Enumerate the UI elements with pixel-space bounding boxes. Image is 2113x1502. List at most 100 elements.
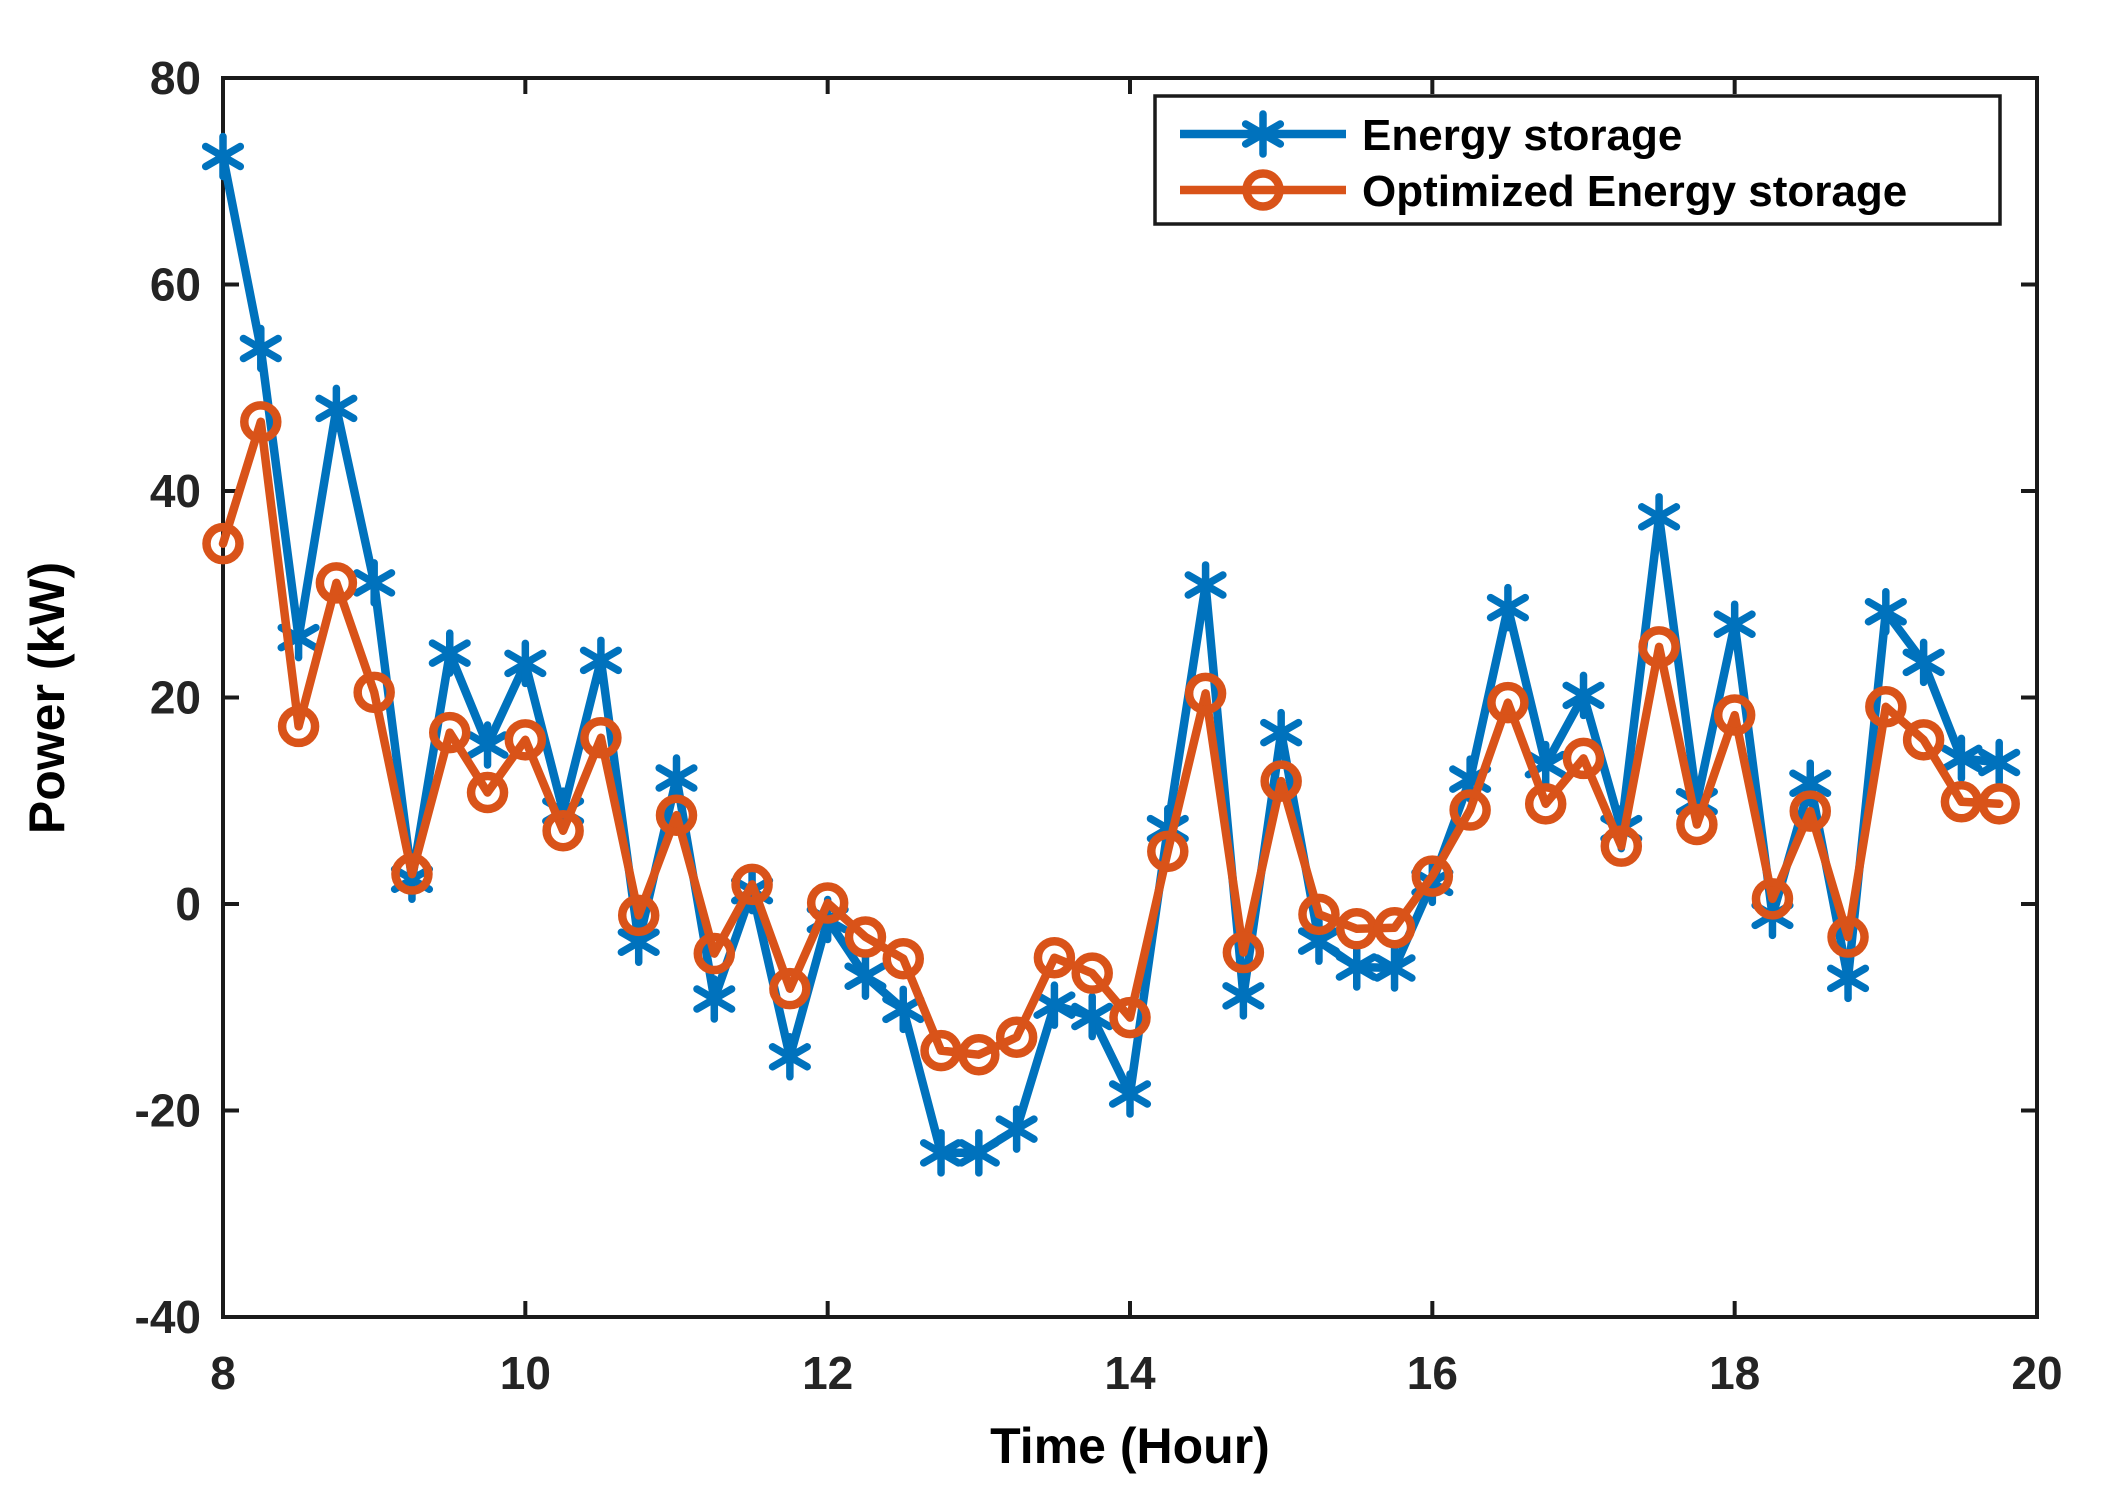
data-point-marker-circle (1109, 996, 1151, 1039)
y-tick-label: 60 (150, 259, 201, 311)
data-point-marker-circle (920, 1029, 962, 1072)
data-point-marker-asterisk (466, 721, 509, 769)
data-point-marker-asterisk (1222, 972, 1265, 1020)
data-point-marker-asterisk (353, 559, 396, 607)
y-tick-label: -20 (135, 1085, 201, 1137)
legend-label: Optimized Energy storage (1362, 167, 1907, 216)
series-layer (201, 132, 2021, 1177)
data-point-marker-asterisk (201, 132, 245, 181)
data-point-marker-circle (1865, 686, 1907, 728)
axes-layer: 8 10 12 14 16 18 20 -40 -20 0 20 40 60 80 (135, 52, 2063, 1399)
y-tick-label: 40 (150, 465, 201, 517)
legend-item-optimized-energy-storage: Optimized Energy storage (1180, 167, 1907, 216)
data-point-marker-circle (995, 1016, 1038, 1058)
data-point-marker-asterisk (1826, 954, 1870, 1003)
data-point-marker-asterisk (1071, 992, 1114, 1041)
asterisk-marker-icon (1180, 110, 1346, 158)
data-point-marker-circle (1298, 893, 1340, 936)
legend: Energy storage Optimized Energy storage (1153, 94, 2002, 226)
data-point-marker-circle (769, 967, 811, 1010)
data-point-marker-asterisk (919, 1129, 963, 1177)
data-point-marker-circle (504, 719, 547, 761)
data-point-marker-asterisk (239, 324, 282, 373)
data-point-marker-circle (1242, 169, 1284, 211)
x-tick-label: 10 (500, 1347, 551, 1399)
y-tick-label: 20 (150, 672, 201, 724)
data-point-marker-asterisk (882, 985, 925, 1034)
data-point-marker-circle (958, 1033, 1000, 1076)
data-point-marker-asterisk (1902, 638, 1945, 687)
data-point-marker-circle (429, 711, 471, 754)
data-point-marker-circle (240, 401, 282, 443)
x-tick-label: 16 (1407, 1347, 1458, 1399)
data-point-marker-asterisk (957, 1129, 1000, 1177)
circle-marker-icon (1180, 169, 1346, 211)
data-point-marker-circle (1638, 626, 1680, 668)
data-point-marker-asterisk (1864, 588, 1907, 636)
data-point-marker-circle (466, 771, 509, 814)
data-point-marker-circle (693, 932, 736, 975)
data-point-marker-circle (1713, 694, 1756, 736)
data-point-marker-asterisk (504, 639, 547, 688)
data-point-marker-circle (1184, 672, 1227, 715)
plot-area-border (221, 76, 2039, 1319)
data-point-marker-asterisk (1638, 493, 1681, 541)
data-point-marker-asterisk (1335, 943, 1378, 991)
data-point-marker-circle (1222, 931, 1265, 974)
data-point-marker-asterisk (995, 1105, 1038, 1153)
data-point-marker-asterisk (693, 975, 736, 1023)
data-point-marker-circle (1789, 790, 1831, 832)
data-point-marker-circle (1751, 878, 1794, 920)
y-axis-title: Power (kW) (19, 562, 75, 834)
data-point-marker-asterisk (1241, 110, 1285, 158)
y-tick-label: -40 (135, 1291, 201, 1343)
data-point-marker-circle (202, 522, 244, 565)
data-point-marker-circle (1033, 936, 1076, 979)
y-tick-label: 0 (175, 878, 201, 930)
data-point-marker-circle (1562, 737, 1605, 780)
data-point-marker-asterisk (1486, 583, 1529, 632)
series-optimized-energy-storage (202, 401, 2020, 1076)
data-point-marker-circle (580, 717, 622, 759)
data-point-marker-circle (1940, 781, 1983, 823)
data-point-marker-circle (315, 562, 358, 604)
x-tick-label: 18 (1709, 1347, 1760, 1399)
data-point-marker-asterisk (428, 629, 471, 677)
data-point-marker-circle (1978, 783, 2020, 825)
data-point-marker-circle (1600, 825, 1643, 867)
data-point-marker-circle (1449, 789, 1491, 831)
data-point-marker-circle (882, 937, 924, 980)
data-point-marker-circle (1411, 855, 1454, 897)
data-point-marker-circle (1071, 952, 1113, 994)
legend-box (1153, 94, 2002, 226)
data-point-marker-asterisk (655, 754, 698, 802)
data-point-marker-circle (1524, 783, 1567, 825)
legend-label: Energy storage (1362, 111, 1682, 160)
data-point-marker-asterisk (844, 952, 887, 1001)
data-point-marker-circle (1147, 830, 1189, 873)
data-point-marker-circle (277, 705, 320, 748)
data-point-marker-asterisk (579, 636, 622, 685)
data-point-marker-circle (655, 794, 698, 836)
x-tick-label: 8 (210, 1347, 236, 1399)
data-point-marker-circle (806, 882, 849, 924)
data-point-marker-asterisk (1260, 708, 1303, 757)
data-point-marker-asterisk (1184, 561, 1227, 609)
data-point-marker-circle (391, 853, 433, 895)
x-tick-label: 20 (2011, 1347, 2062, 1399)
data-point-marker-circle (731, 863, 773, 906)
x-axis-title: Time (Hour) (990, 1418, 1270, 1474)
data-point-marker-asterisk (315, 384, 358, 433)
data-point-marker-asterisk (1033, 981, 1076, 1029)
data-point-marker-circle (1336, 908, 1378, 950)
data-point-marker-circle (1676, 803, 1718, 846)
series-line (218, 152, 2004, 1158)
data-point-marker-circle (844, 916, 887, 958)
data-point-marker-circle (542, 809, 584, 852)
data-point-marker-asterisk (1940, 734, 1983, 783)
data-point-marker-asterisk (1562, 671, 1605, 720)
data-point-marker-asterisk (1373, 944, 1416, 992)
x-tick-label: 14 (1104, 1347, 1156, 1399)
